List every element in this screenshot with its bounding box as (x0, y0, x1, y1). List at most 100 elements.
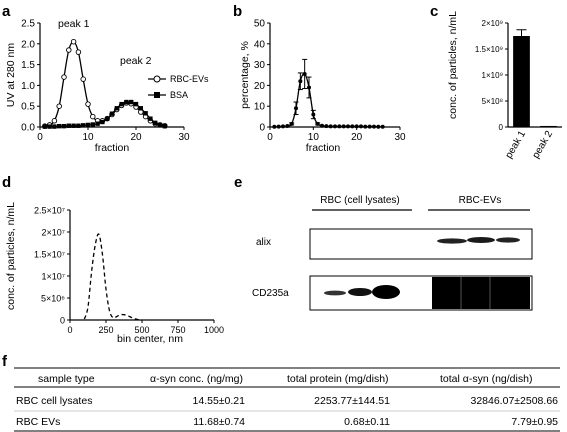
panel-d-x-tick-label: 1000 (204, 325, 224, 335)
panel-a-point-bsa (71, 123, 76, 128)
panel-b-y-tick-label: 10 (254, 102, 266, 113)
alix-band (467, 237, 495, 243)
panel-b-point (320, 123, 324, 128)
panel-b-point (341, 124, 346, 129)
table-row: RBC EVs 11.68±0.74 0.68±0.11 7.79±0.95 (16, 416, 558, 428)
panel-b-point (315, 121, 320, 126)
panel-a-point-bsa (138, 106, 143, 111)
panel-a-ylabel: UV at 280 nm (5, 43, 17, 107)
panel-b-point (311, 112, 316, 117)
panel-c-category-label: peak 1 (504, 129, 529, 161)
panel-a-y-tick-label: 1.0 (21, 81, 35, 92)
peak-1-annotation: peak 1 (58, 18, 90, 30)
panel-b-x-tick-label: 30 (394, 132, 406, 143)
panel-letter-a: a (2, 3, 11, 20)
panel-b-point (376, 124, 381, 129)
blot-bands-cd235a (324, 277, 530, 309)
table-row: RBC cell lysates 14.55±0.21 2253.77±144.… (16, 395, 558, 407)
panel-a-point-bsa (124, 99, 129, 105)
panel-a-point-rbc-evs (51, 118, 58, 124)
panel-a-y-tick-label: 2.5 (21, 19, 35, 30)
panel-d-xlabel: bin center, nm (117, 333, 183, 345)
panel-e: e RBC (cell lysates) RBC-EVs alix CD235a (234, 174, 533, 311)
panel-b-point (333, 124, 337, 129)
panel-a-tick-labels: 0 10 20 30 0.0 0.5 1.0 1.5 2.0 2.5 (21, 19, 190, 144)
legend-marker-rbc-evs (153, 75, 161, 83)
peak-2-annotation: peak 2 (120, 55, 152, 67)
panel-a-point-bsa (47, 124, 52, 129)
blot-membrane-alix (309, 228, 533, 260)
panel-a-series (42, 38, 168, 129)
panel-b-point (350, 124, 355, 129)
panel-a-point-bsa (162, 123, 167, 129)
panel-b-point (328, 124, 333, 129)
panel-a-point-rbc-evs (61, 74, 67, 80)
panel-a-point-bsa (42, 124, 47, 129)
panel-a-point-bsa (66, 123, 71, 128)
panel-d-y-tick-label: 0 (60, 316, 65, 326)
panel-c-y-tick-label: 1.5×10⁹ (475, 45, 503, 54)
panel-a-point-bsa (85, 122, 91, 128)
table-header-total-asyn: total α-syn (ng/dish) (440, 373, 532, 385)
panel-d-series (83, 233, 143, 321)
panel-b-ylabel: percentage, % (239, 41, 251, 109)
panel-c-y-tick-label: 0 (499, 123, 504, 132)
panel-d-x-tick-label: 750 (170, 325, 185, 335)
blot-row-label-alix: alix (256, 237, 271, 248)
panel-b-point (302, 71, 307, 76)
panel-c-y-tick-label: 5×10⁸ (482, 97, 503, 106)
panel-c-bars (513, 29, 557, 127)
alix-band (437, 238, 467, 244)
panel-a-point-rbc-evs (90, 113, 96, 120)
panel-a-x-tick-label: 0 (37, 132, 43, 143)
panel-letter-d: d (2, 174, 11, 191)
panel-c-bar (540, 125, 557, 127)
panel-b-point (380, 124, 385, 129)
panel-a-point-bsa (114, 106, 119, 111)
table-header-sample-type: sample type (38, 373, 95, 385)
panel-c-y-tick-label: 2×10⁹ (482, 19, 503, 28)
panel-d-y-tick-label: 1.5×10⁷ (34, 250, 65, 260)
panel-b-point (346, 124, 350, 129)
table-cell: RBC EVs (16, 416, 60, 428)
panel-a-y-tick-label: 0.0 (21, 123, 35, 134)
panel-b-y-tick-label: 0 (259, 123, 265, 134)
panel-d-x-tick-label: 250 (98, 325, 113, 335)
table-cell: RBC cell lysates (16, 395, 92, 407)
panel-c-ylabel: conc. of particles, n/mL (447, 11, 459, 119)
panel-d-ylabel: conc. of particles, n/mL (5, 202, 17, 310)
cd235a-band (348, 288, 372, 296)
panel-a-legend: RBC-EVs BSA (148, 74, 209, 100)
panel-b-point (324, 124, 329, 129)
panel-f: f sample type α-syn conc. (ng/mg) total … (2, 353, 560, 432)
panel-a-y-tick-label: 1.5 (21, 60, 35, 71)
panel-b-tick-labels: 0 10 20 30 0 10 20 30 40 50 (254, 19, 406, 144)
panel-b-axes (267, 22, 401, 130)
panel-a-point-rbc-evs (75, 49, 82, 55)
panel-b-point (289, 121, 294, 126)
panel-b-series-line (274, 73, 383, 128)
panel-c-bar (513, 36, 530, 127)
panel-letter-e: e (234, 174, 242, 191)
panel-a-x-tick-label: 30 (178, 132, 190, 143)
panel-b-y-tick-label: 20 (254, 81, 266, 92)
panel-d: d conc. of particles, n/mL bin center, n… (2, 174, 224, 345)
panel-a-point-bsa (148, 116, 153, 121)
panel-b: b percentage, % fraction 0 10 20 30 0 10 20 30 4… (233, 3, 406, 154)
table-cell: 11.68±0.74 (193, 416, 245, 428)
panel-a-point-rbc-evs (85, 101, 91, 107)
panel-b-y-tick-label: 30 (254, 60, 266, 71)
panel-b-x-tick-label: 20 (351, 132, 363, 143)
table-header-asyn-conc: α-syn conc. (ng/mg) (150, 373, 243, 385)
panel-a-point-bsa (52, 124, 57, 129)
panel-a-point-bsa (57, 123, 62, 129)
blot-bands-alix (437, 237, 520, 244)
panel-b-point (281, 124, 285, 129)
panel-d-y-tick-label: 5×10⁶ (41, 294, 65, 304)
panel-a-point-rbc-evs (56, 103, 62, 109)
panel-a-x-tick-label: 10 (82, 132, 94, 143)
table-cell: 32846.07±2508.66 (470, 395, 558, 407)
panel-a-point-bsa (143, 111, 148, 116)
panel-d-y-tick-label: 2.5×10⁷ (34, 206, 65, 216)
cd235a-band (372, 285, 400, 299)
